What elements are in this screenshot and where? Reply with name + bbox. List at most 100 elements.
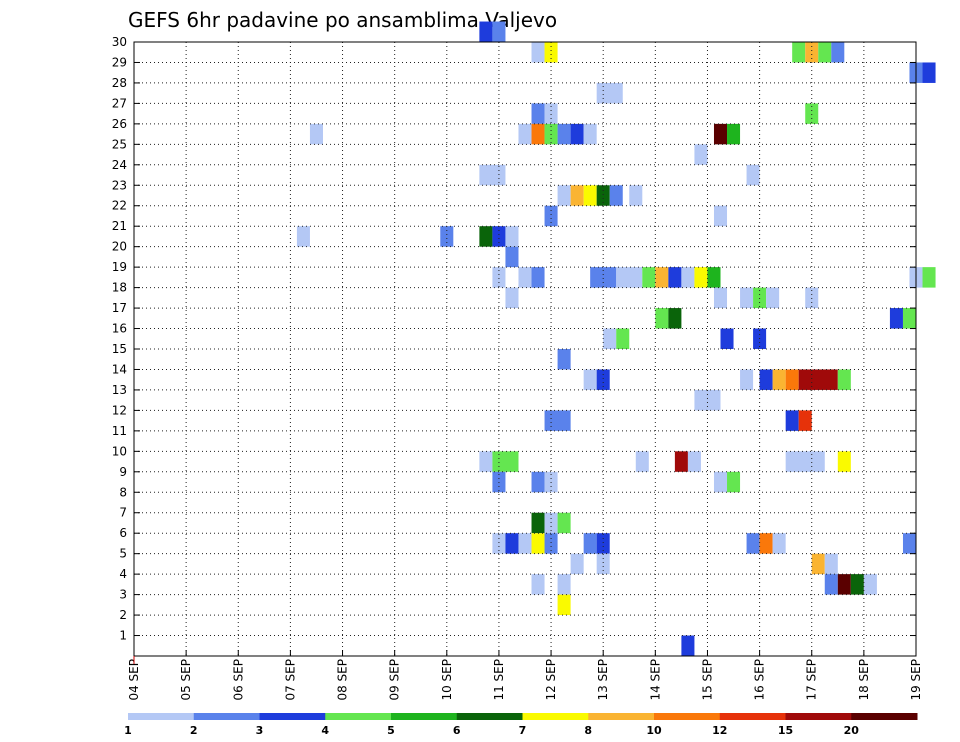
colorbar-label: 15 xyxy=(778,724,793,737)
y-tick-label: 17 xyxy=(112,301,127,315)
colorbar-swatch xyxy=(259,713,326,720)
precip-cell xyxy=(531,103,545,124)
precip-cell xyxy=(805,287,819,309)
precip-cell xyxy=(785,451,825,472)
precip-cell xyxy=(505,533,519,554)
precip-cell xyxy=(824,574,838,595)
y-tick-label: 11 xyxy=(112,424,127,438)
precip-cell xyxy=(531,42,545,63)
precip-cell xyxy=(479,226,493,247)
x-tick-label: 07 SEP xyxy=(283,659,297,701)
precip-cell xyxy=(492,451,519,472)
y-tick-label: 14 xyxy=(112,362,127,376)
y-tick-label: 2 xyxy=(119,608,127,622)
precip-cell xyxy=(505,226,519,247)
x-tick-label: 17 SEP xyxy=(805,659,819,701)
precip-cell xyxy=(531,512,545,534)
precip-cell xyxy=(479,21,493,42)
colorbar-swatch xyxy=(851,713,918,720)
y-tick-label: 18 xyxy=(112,281,127,295)
y-tick-label: 1 xyxy=(119,629,127,643)
x-tick-label: 19 SEP xyxy=(909,659,923,701)
colorbar-swatch xyxy=(522,713,589,720)
precip-cell xyxy=(590,267,617,288)
precip-cell xyxy=(713,471,728,493)
precip-cell xyxy=(668,308,682,329)
x-tick-label: 12 SEP xyxy=(544,659,558,701)
y-tick-label: 4 xyxy=(119,567,127,581)
precip-cell xyxy=(557,512,571,534)
precip-cell xyxy=(603,328,617,349)
precip-cell xyxy=(583,369,597,390)
y-tick-label: 23 xyxy=(112,178,127,192)
y-tick-label: 6 xyxy=(119,526,127,540)
x-tick-label: 18 SEP xyxy=(857,659,871,701)
precip-cell xyxy=(889,308,903,329)
y-tick-label: 7 xyxy=(119,506,127,520)
colorbar-label: 2 xyxy=(190,724,198,737)
precip-cell xyxy=(544,205,558,227)
precip-cell xyxy=(792,42,806,63)
y-tick-label: 15 xyxy=(112,342,127,356)
y-tick-label: 20 xyxy=(112,240,127,254)
x-tick-label: 08 SEP xyxy=(336,659,350,701)
precip-cell xyxy=(440,226,454,247)
precip-cell xyxy=(531,471,545,493)
y-tick-label: 24 xyxy=(112,158,127,172)
precip-cell xyxy=(655,267,669,288)
x-tick-label: 14 SEP xyxy=(648,659,662,701)
precip-cell xyxy=(531,123,545,145)
colorbar-swatch xyxy=(391,713,458,720)
precip-cell xyxy=(759,369,773,390)
precip-cell xyxy=(674,451,688,472)
precip-cell xyxy=(570,553,584,575)
x-tick-label: 13 SEP xyxy=(596,659,610,701)
precip-cell xyxy=(309,123,323,145)
precip-cell xyxy=(720,328,734,349)
y-tick-label: 12 xyxy=(112,403,127,417)
colorbar-label: 20 xyxy=(844,724,860,737)
y-tick-label: 3 xyxy=(119,588,127,602)
precip-cell xyxy=(837,369,851,390)
colorbar-label: 6 xyxy=(453,724,461,737)
precip-cell xyxy=(687,451,701,472)
precip-cell xyxy=(492,267,506,288)
precip-cell xyxy=(492,21,506,42)
x-tick-label: 16 SEP xyxy=(753,659,767,701)
precip-cell xyxy=(902,533,916,554)
precip-cell xyxy=(831,42,845,63)
precip-cell xyxy=(479,164,506,186)
colorbar-swatch xyxy=(588,713,655,720)
colorbar-swatch xyxy=(128,713,195,720)
y-tick-label: 21 xyxy=(112,219,127,233)
precip-cell xyxy=(713,287,728,309)
precip-cell xyxy=(557,594,571,616)
precip-cell xyxy=(296,226,310,247)
precip-cell xyxy=(785,369,799,390)
x-tick-label: 11 SEP xyxy=(492,659,506,701)
precip-cell xyxy=(479,451,493,472)
precip-cell xyxy=(557,185,571,206)
precip-cell xyxy=(727,471,741,493)
precip-cell xyxy=(557,574,571,595)
precip-cells xyxy=(296,21,936,656)
colorbar-label: 8 xyxy=(584,724,592,737)
precip-cell xyxy=(492,226,506,247)
y-tick-label: 30 xyxy=(112,35,127,49)
y-tick-label: 22 xyxy=(112,199,127,213)
precip-cell xyxy=(531,267,545,288)
precip-cell xyxy=(609,185,623,206)
y-tick-label: 8 xyxy=(119,485,127,499)
colorbar-swatch xyxy=(785,713,852,720)
precip-cell xyxy=(818,42,832,63)
y-tick-label: 13 xyxy=(112,383,127,397)
precip-cell xyxy=(805,103,819,124)
colorbar-swatch xyxy=(456,713,523,720)
y-tick-label: 19 xyxy=(112,260,127,274)
precip-cell xyxy=(713,205,728,227)
precip-cell xyxy=(746,533,760,554)
precip-cell xyxy=(785,410,799,431)
precip-cell xyxy=(772,533,786,554)
precip-cell xyxy=(544,42,558,63)
precip-cell xyxy=(746,164,760,186)
